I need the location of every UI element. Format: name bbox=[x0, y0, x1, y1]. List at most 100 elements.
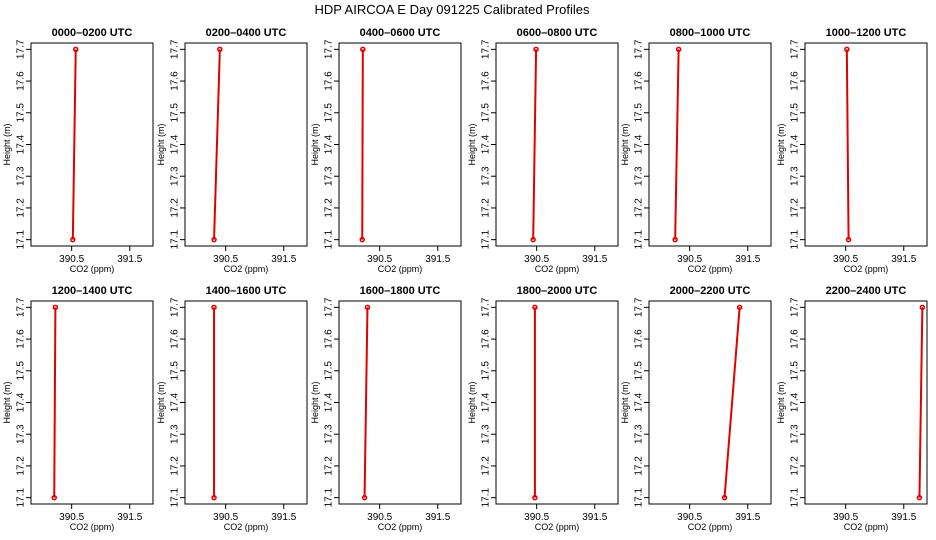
y-tick-label: 17.4 bbox=[170, 392, 181, 412]
y-tick-label: 17.7 bbox=[170, 297, 181, 317]
profile-point bbox=[532, 304, 538, 311]
y-tick-label: 17.3 bbox=[481, 166, 492, 186]
y-tick-label: 17.4 bbox=[16, 134, 27, 154]
y-tick-label: 17.7 bbox=[481, 297, 492, 317]
y-tick-label: 17.6 bbox=[170, 71, 181, 91]
y-tick-label: 17.3 bbox=[170, 424, 181, 444]
x-tick-label: 391.5 bbox=[425, 512, 450, 523]
panel-11: 2000–2200 UTC 17.1 17.2 17.3 17.4 17.5 17.6 17.… bbox=[620, 285, 772, 532]
profile-point bbox=[211, 494, 217, 501]
y-axis-label: Height (m) bbox=[310, 123, 320, 165]
panel-title: 0400–0600 UTC bbox=[360, 27, 441, 39]
profile-point bbox=[916, 494, 923, 501]
panel-2: 0200–0400 UTC 17.1 17.2 17.3 17.4 17.5 17.6 17.… bbox=[156, 27, 308, 274]
y-tick-label: 17.7 bbox=[170, 39, 181, 59]
profile-point bbox=[721, 494, 728, 501]
y-tick-label: 17.5 bbox=[16, 103, 27, 123]
y-tick-label: 17.6 bbox=[790, 71, 801, 91]
x-tick-label: 390.5 bbox=[367, 254, 392, 265]
y-tick-label: 17.5 bbox=[481, 361, 492, 381]
plot-frame bbox=[648, 300, 772, 505]
y-tick-label: 17.2 bbox=[324, 456, 335, 476]
panel-title: 1600–1800 UTC bbox=[360, 285, 441, 297]
profile-line bbox=[363, 307, 369, 498]
y-tick-label: 17.7 bbox=[481, 39, 492, 59]
plot-frame bbox=[338, 42, 462, 247]
y-tick-label: 17.3 bbox=[16, 166, 27, 186]
profile-point bbox=[532, 494, 538, 501]
plot-frame bbox=[30, 300, 154, 505]
y-axis-label: Height (m) bbox=[156, 381, 166, 423]
profile-point bbox=[360, 46, 366, 53]
y-tick-label: 17.7 bbox=[16, 297, 27, 317]
y-tick-label: 17.1 bbox=[324, 487, 335, 507]
y-tick-label: 17.5 bbox=[16, 361, 27, 381]
y-tick-label: 17.6 bbox=[170, 329, 181, 349]
panel-title: 2000–2200 UTC bbox=[670, 285, 751, 297]
panel-7: 1200–1400 UTC 17.1 17.2 17.3 17.4 17.5 17.6 17.… bbox=[2, 285, 154, 532]
panels-group: 0000–0200 UTC 17.1 17.2 17.3 17.4 17.5 17.6 17.… bbox=[2, 27, 928, 532]
profile-line bbox=[213, 49, 221, 240]
figure-title: HDP AIRCOA E Day 091225 Calibrated Profi… bbox=[314, 2, 590, 17]
x-tick-label: 391.5 bbox=[891, 512, 916, 523]
y-tick-label: 17.1 bbox=[324, 229, 335, 249]
y-tick-label: 17.4 bbox=[790, 392, 801, 412]
profile-point bbox=[51, 494, 57, 501]
panel-9: 1600–1800 UTC 17.1 17.2 17.3 17.4 17.5 17.6 17.… bbox=[310, 285, 462, 532]
y-tick-label: 17.3 bbox=[634, 424, 645, 444]
y-tick-label: 17.5 bbox=[481, 103, 492, 123]
y-tick-label: 17.4 bbox=[634, 392, 645, 412]
y-tick-label: 17.5 bbox=[324, 103, 335, 123]
panel-6: 1000–1200 UTC 17.1 17.2 17.3 17.4 17.5 17.6 17.… bbox=[776, 27, 928, 274]
y-tick-label: 17.7 bbox=[324, 297, 335, 317]
y-tick-label: 17.6 bbox=[16, 329, 27, 349]
y-tick-label: 17.2 bbox=[16, 456, 27, 476]
panel-title: 2200–2400 UTC bbox=[826, 285, 907, 297]
y-axis-label: Height (m) bbox=[776, 123, 786, 165]
profile-line bbox=[918, 307, 924, 498]
profile-point bbox=[845, 236, 852, 243]
y-tick-label: 17.2 bbox=[790, 456, 801, 476]
y-tick-label: 17.4 bbox=[324, 134, 335, 154]
y-tick-label: 17.3 bbox=[170, 166, 181, 186]
y-tick-label: 17.3 bbox=[634, 166, 645, 186]
profile-point bbox=[361, 494, 368, 501]
y-tick-label: 17.6 bbox=[481, 71, 492, 91]
panel-5: 0800–1000 UTC 17.1 17.2 17.3 17.4 17.5 17.6 17.… bbox=[620, 27, 772, 274]
y-tick-label: 17.4 bbox=[481, 134, 492, 154]
panel-1: 0000–0200 UTC 17.1 17.2 17.3 17.4 17.5 17.6 17.… bbox=[2, 27, 154, 274]
y-tick-label: 17.1 bbox=[790, 487, 801, 507]
profile-point bbox=[919, 304, 926, 311]
y-tick-label: 17.1 bbox=[634, 229, 645, 249]
panel-title: 1400–1600 UTC bbox=[206, 285, 287, 297]
y-tick-label: 17.5 bbox=[170, 103, 181, 123]
y-tick-label: 17.5 bbox=[790, 361, 801, 381]
y-axis-label: Height (m) bbox=[156, 123, 166, 165]
profile-point bbox=[530, 236, 536, 243]
panel-8: 1400–1600 UTC 17.1 17.2 17.3 17.4 17.5 17.6 17.… bbox=[156, 285, 308, 532]
x-axis-label: CO2 (ppm) bbox=[844, 264, 889, 274]
x-tick-label: 391.5 bbox=[582, 512, 607, 523]
x-axis-label: CO2 (ppm) bbox=[224, 522, 269, 532]
x-axis-label: CO2 (ppm) bbox=[844, 522, 889, 532]
profile-line bbox=[674, 49, 680, 240]
profile-point bbox=[211, 236, 217, 243]
x-tick-label: 390.5 bbox=[524, 512, 549, 523]
x-tick-label: 390.5 bbox=[213, 512, 238, 523]
y-axis-label: Height (m) bbox=[620, 381, 630, 423]
x-axis-label: CO2 (ppm) bbox=[224, 264, 269, 274]
x-tick-label: 390.5 bbox=[59, 254, 84, 265]
y-axis-label: Height (m) bbox=[310, 381, 320, 423]
profile-line bbox=[845, 49, 850, 240]
y-tick-label: 17.1 bbox=[16, 229, 27, 249]
y-tick-label: 17.1 bbox=[790, 229, 801, 249]
y-tick-label: 17.2 bbox=[16, 198, 27, 218]
plot-frame bbox=[184, 42, 308, 247]
x-tick-label: 391.5 bbox=[891, 254, 916, 265]
panel-10: 1800–2000 UTC 17.1 17.2 17.3 17.4 17.5 17.6 17.… bbox=[467, 285, 619, 532]
x-tick-label: 390.5 bbox=[524, 254, 549, 265]
profile-line bbox=[53, 307, 57, 498]
plot-frame bbox=[184, 300, 308, 505]
y-tick-label: 17.6 bbox=[634, 71, 645, 91]
